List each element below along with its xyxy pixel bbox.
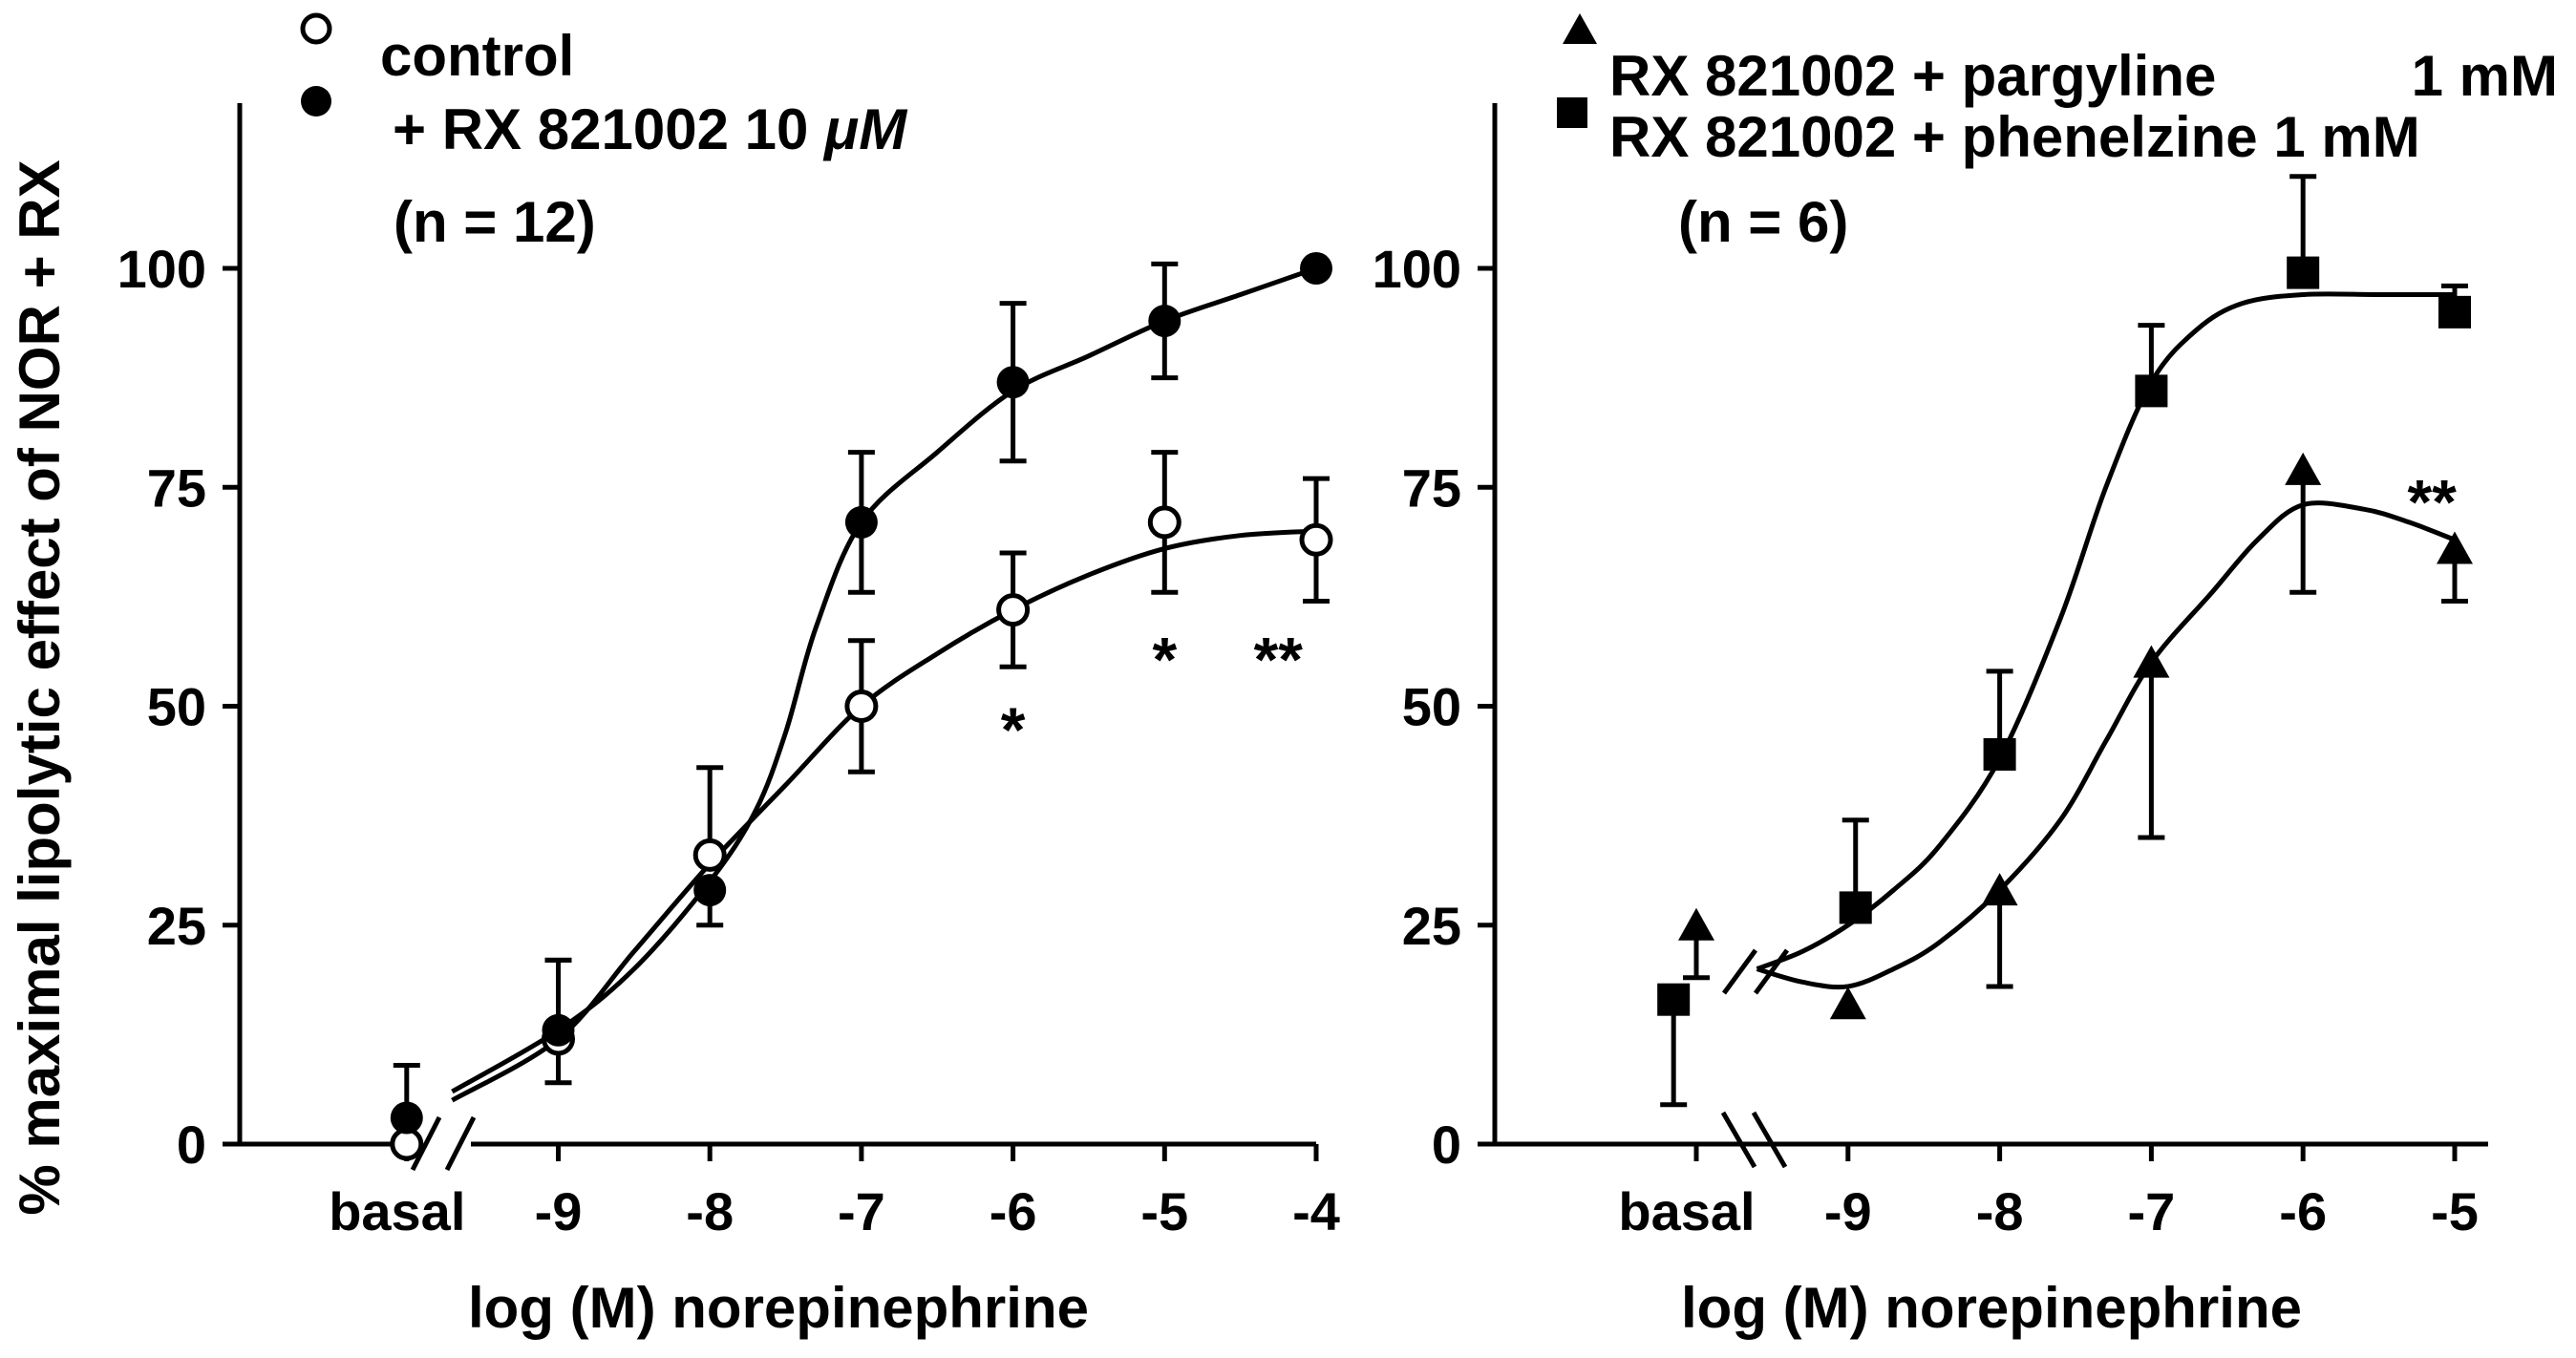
left-x-ticks: basal -9 -8 -7 -6 -5 -4 xyxy=(329,1144,1340,1241)
right-point-pargyline xyxy=(1981,873,2018,906)
right-point-phenelzine xyxy=(2135,374,2168,408)
right-point-pargyline xyxy=(2285,452,2322,485)
right-x-ticks: basal -9 -8 -7 -6 -5 xyxy=(1618,1144,2479,1241)
left-x-tick-label: -6 xyxy=(990,1181,1037,1241)
left-y-tick-label: 25 xyxy=(147,896,206,956)
left-y-tick-label: 100 xyxy=(117,239,206,299)
left-point-rx xyxy=(693,874,727,907)
right-x-axis-label: log (M) norepinephrine xyxy=(1681,1276,2302,1340)
y-axis-label: % maximal lipolytic effect of NOR + RX xyxy=(8,159,72,1215)
right-point-phenelzine xyxy=(1983,737,2016,771)
legend-filled-triangle-icon xyxy=(1563,13,1597,44)
left-y-tick-label: 0 xyxy=(177,1114,206,1175)
left-fit-curve-2 xyxy=(451,265,1317,1094)
right-point-pargyline xyxy=(1678,907,1714,941)
right-point-pargyline xyxy=(2437,531,2473,564)
legend-rx-label-unit: μM xyxy=(822,97,908,161)
right-point-phenelzine xyxy=(1839,891,1872,924)
left-point-control xyxy=(996,593,1031,627)
legend-rx-label: + RX 821002 10 μM xyxy=(393,97,908,161)
legend-pargyline-conc: 1 mM xyxy=(2412,44,2558,108)
right-point-pargyline xyxy=(1829,987,1866,1020)
right-x-tick-label: basal xyxy=(1618,1181,1755,1241)
left-significance-marks: ** ** xyxy=(1001,625,1304,765)
legend-control-label: control xyxy=(380,24,574,88)
right-point-phenelzine xyxy=(1657,983,1691,1016)
right-y-tick-label: 0 xyxy=(1432,1114,1461,1175)
right-x-tick-label: -7 xyxy=(2128,1181,2176,1241)
right-n-label: (n = 6) xyxy=(1678,190,1848,254)
left-significance-mark: * xyxy=(1001,694,1026,765)
left-point-control xyxy=(692,838,727,872)
left-x-tick-label: -4 xyxy=(1292,1181,1340,1241)
right-panel: 0 25 50 75 100 basal -9 -8 -7 -6 -5 ** log (M) no… xyxy=(1373,13,2558,1340)
left-point-rx xyxy=(390,1101,423,1135)
left-point-control xyxy=(844,690,879,723)
right-legend: RX 821002 + pargyline 1 mM RX 821002 + p… xyxy=(1557,13,2558,169)
right-y-ticks: 0 25 50 75 100 xyxy=(1373,239,1495,1175)
left-x-axis-label: log (M) norepinephrine xyxy=(468,1276,1089,1340)
left-point-rx xyxy=(1148,305,1182,338)
right-fit-curves xyxy=(1756,291,2456,990)
right-point-pargyline xyxy=(2133,645,2170,678)
left-data-points xyxy=(390,252,1333,1161)
right-axis-break-upper xyxy=(1721,948,1790,995)
right-point-phenelzine xyxy=(2287,256,2320,289)
left-x-tick-label: -7 xyxy=(838,1181,885,1241)
right-x-tick-label: -5 xyxy=(2431,1181,2479,1241)
left-x-tick-label: -5 xyxy=(1140,1181,1188,1241)
left-y-tick-label: 75 xyxy=(147,457,206,518)
left-x-tick-label: -9 xyxy=(535,1181,583,1241)
left-error-bars xyxy=(393,261,1330,1118)
right-x-tick-label: -9 xyxy=(1824,1181,1872,1241)
right-y-tick-label: 50 xyxy=(1402,677,1461,737)
right-x-tick-label: -6 xyxy=(2279,1181,2327,1241)
legend-pargyline-label: RX 821002 + pargyline xyxy=(1609,44,2216,108)
left-significance-mark: ** xyxy=(1254,625,1304,695)
left-point-rx xyxy=(542,1013,575,1047)
left-point-control xyxy=(1299,522,1333,557)
left-point-control xyxy=(1147,505,1182,540)
right-point-phenelzine xyxy=(2438,295,2471,329)
left-axis-break xyxy=(410,1115,477,1172)
left-x-tick-label: -8 xyxy=(686,1181,734,1241)
left-y-tick-label: 50 xyxy=(147,677,206,737)
left-n-label: (n = 12) xyxy=(394,190,596,254)
legend-rx-label-text: + RX 821002 10 xyxy=(393,97,824,161)
left-point-rx xyxy=(996,366,1030,399)
legend-filled-circle-icon xyxy=(301,86,331,117)
legend-open-circle-icon xyxy=(300,12,332,45)
left-significance-mark: * xyxy=(1152,625,1177,695)
right-error-bars xyxy=(1660,174,2468,1108)
right-significance-marks: ** xyxy=(2407,467,2457,538)
right-x-tick-label: -8 xyxy=(1976,1181,2024,1241)
legend-phenelzine-label: RX 821002 + phenelzine 1 mM xyxy=(1609,105,2420,169)
left-point-control xyxy=(390,1127,424,1161)
legend-filled-square-icon xyxy=(1557,97,1587,128)
right-y-tick-label: 100 xyxy=(1373,239,1461,299)
right-significance-mark: ** xyxy=(2407,467,2457,538)
right-fit-curve-2 xyxy=(1756,291,2455,971)
right-y-tick-label: 25 xyxy=(1402,896,1461,956)
left-legend: control + RX 821002 10 μM xyxy=(300,12,908,161)
right-fit-curve-1 xyxy=(1756,500,2456,990)
left-point-rx xyxy=(1300,252,1332,285)
left-x-tick-label: basal xyxy=(329,1181,465,1241)
left-fit-curves xyxy=(451,265,1317,1103)
right-y-tick-label: 75 xyxy=(1402,457,1461,518)
right-data-points xyxy=(1657,256,2473,1020)
left-y-ticks: 0 25 50 75 100 xyxy=(117,239,240,1175)
left-point-rx xyxy=(844,505,878,539)
right-axis-break-lower xyxy=(1720,1111,1788,1169)
